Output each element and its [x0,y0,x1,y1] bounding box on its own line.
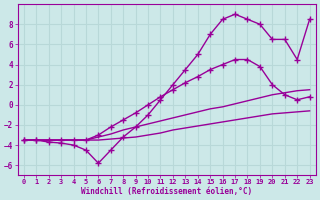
X-axis label: Windchill (Refroidissement éolien,°C): Windchill (Refroidissement éolien,°C) [81,187,252,196]
